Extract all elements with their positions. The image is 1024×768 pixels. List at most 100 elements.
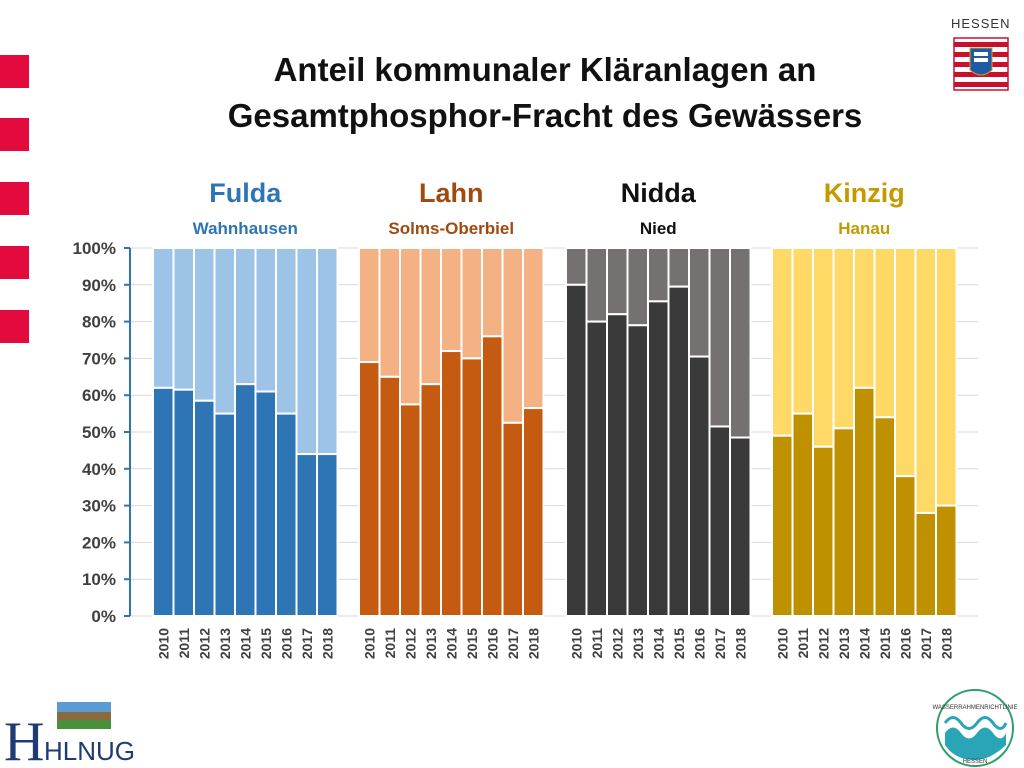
bar-remainder xyxy=(914,247,937,514)
group-station-label: Hanau xyxy=(838,219,890,238)
x-tick-label: 2011 xyxy=(795,628,811,659)
wrrl-badge-icon: WASSERRAHMENRICHTLINIE HESSEN xyxy=(932,689,1018,767)
bar-value xyxy=(501,421,524,617)
bar-remainder xyxy=(460,247,483,360)
bar-value xyxy=(481,335,504,617)
x-tick-label: 2010 xyxy=(361,628,377,659)
y-tick-label: 90% xyxy=(82,276,116,295)
group-station-label: Nied xyxy=(640,219,677,238)
bar-value xyxy=(522,407,545,617)
bar-value xyxy=(894,475,917,617)
bar-value xyxy=(419,383,442,617)
x-tick-label: 2011 xyxy=(382,628,398,659)
bar-value xyxy=(853,386,876,617)
y-tick-label: 80% xyxy=(82,313,116,332)
x-tick-label: 2018 xyxy=(319,628,335,659)
chart-title-line1: Anteil kommunaler Kläranlagen an xyxy=(273,51,817,88)
bar-remainder xyxy=(729,247,752,439)
bar-value xyxy=(647,300,670,617)
bar-value xyxy=(275,412,298,617)
bar-remainder xyxy=(708,247,731,428)
x-tick-label: 2017 xyxy=(918,628,934,659)
bar-value xyxy=(771,434,794,617)
bar-value xyxy=(935,504,958,618)
x-tick-label: 2012 xyxy=(402,628,418,659)
bar-remainder xyxy=(172,247,195,391)
x-tick-label: 2014 xyxy=(650,628,666,659)
bar-value xyxy=(585,320,608,617)
bar-value xyxy=(172,388,195,617)
x-tick-label: 2012 xyxy=(815,628,831,659)
x-tick-label: 2018 xyxy=(525,628,541,659)
group-station-label: Solms-Oberbiel xyxy=(388,219,514,238)
y-tick-label: 100% xyxy=(73,239,116,258)
x-tick-label: 2015 xyxy=(258,628,274,659)
bar-value xyxy=(812,445,835,617)
bar-remainder xyxy=(358,247,381,364)
x-tick-label: 2016 xyxy=(897,628,913,659)
group-river-label: Lahn xyxy=(419,178,484,208)
group-river-label: Kinzig xyxy=(824,178,905,208)
bar-remainder xyxy=(275,247,298,415)
bar-remainder xyxy=(522,247,545,410)
bar-remainder xyxy=(667,247,690,288)
bar-value xyxy=(832,427,855,617)
x-tick-label: 2013 xyxy=(836,628,852,659)
x-tick-label: 2011 xyxy=(589,628,605,659)
bar-value xyxy=(152,386,175,617)
y-tick-label: 50% xyxy=(82,423,116,442)
x-tick-label: 2016 xyxy=(484,628,500,659)
x-tick-label: 2015 xyxy=(671,628,687,659)
bar-value xyxy=(358,361,381,617)
y-tick-label: 20% xyxy=(82,533,116,552)
x-tick-label: 2016 xyxy=(278,628,294,659)
bar-remainder xyxy=(213,247,236,415)
red-square-2 xyxy=(0,118,29,151)
bar-value xyxy=(708,425,731,618)
bar-remainder xyxy=(853,247,876,389)
bar-remainder xyxy=(647,247,670,303)
group-station-label: Wahnhausen xyxy=(193,219,298,238)
bar-remainder xyxy=(771,247,794,437)
bar-remainder xyxy=(152,247,175,389)
hlnug-logo: H HLNUG xyxy=(4,702,135,768)
x-tick-label: 2010 xyxy=(155,628,171,659)
hessen-coat-of-arms-icon xyxy=(953,37,1009,91)
bar-value xyxy=(460,357,483,617)
bar-value xyxy=(295,453,318,617)
red-square-5 xyxy=(0,310,29,343)
bar-remainder xyxy=(935,247,958,507)
bar-value xyxy=(606,313,629,617)
bar-value xyxy=(791,412,814,617)
bar-remainder xyxy=(894,247,917,478)
bar-remainder xyxy=(316,247,339,456)
bar-remainder xyxy=(399,247,422,406)
bar-remainder xyxy=(812,247,835,448)
x-tick-label: 2013 xyxy=(423,628,439,659)
bar-remainder xyxy=(873,247,896,419)
bar-remainder xyxy=(378,247,401,378)
x-tick-label: 2010 xyxy=(774,628,790,659)
svg-text:WASSERRAHMENRICHTLINIE: WASSERRAHMENRICHTLINIE xyxy=(932,705,1017,711)
bar-value xyxy=(565,283,588,617)
bar-remainder xyxy=(234,247,257,386)
bar-value xyxy=(626,324,649,617)
x-tick-label: 2015 xyxy=(877,628,893,659)
bar-remainder xyxy=(295,247,318,456)
x-tick-label: 2014 xyxy=(237,628,253,659)
red-square-1 xyxy=(0,55,29,88)
svg-text:HESSEN: HESSEN xyxy=(963,759,988,765)
hessen-label: HESSEN xyxy=(951,16,1011,31)
bar-value xyxy=(873,416,896,617)
bar-value xyxy=(234,383,257,617)
bar-remainder xyxy=(193,247,216,402)
bar-remainder xyxy=(440,247,463,353)
bar-remainder xyxy=(688,247,711,358)
bar-value xyxy=(914,511,937,618)
x-tick-label: 2014 xyxy=(443,628,459,659)
bar-value xyxy=(316,453,339,617)
x-tick-label: 2013 xyxy=(630,628,646,659)
red-square-3 xyxy=(0,182,29,215)
x-tick-label: 2013 xyxy=(217,628,233,659)
